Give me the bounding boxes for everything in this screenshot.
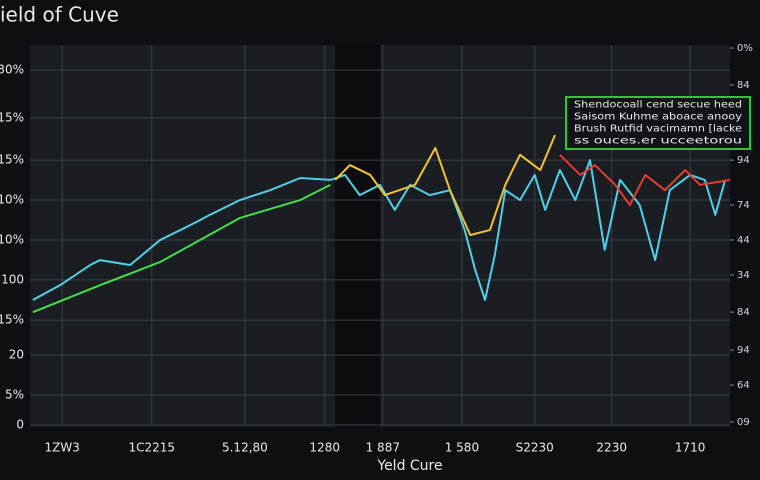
y2-tick-label: 74 [737, 200, 750, 211]
y-tick-label: 5% [5, 387, 24, 401]
series-line [334, 134, 556, 236]
y2-tick-label: 0% [737, 43, 753, 54]
annotation-line: ss ouces.er ucceetorou [574, 136, 742, 147]
chart-title: ield of Cuve [0, 3, 119, 27]
y2-tick-label: 84 [737, 80, 750, 91]
annotation-line: Shendocoall cend secue heed [574, 100, 742, 111]
x-tick-label: 1C2215 [129, 441, 176, 455]
y-tick-label: 15% [0, 110, 24, 124]
y-tick-label: 15% [0, 153, 24, 167]
y-tick-label: 0 [16, 418, 24, 432]
y-tick-label: 15% [0, 313, 24, 327]
x-tick-label: 2230 [596, 441, 627, 455]
annotation-line: Brush Rutfid vacimamn [lacke [574, 124, 742, 135]
x-axis-label: Yeld Cure [376, 458, 442, 474]
x-tick-label: 1 887 [366, 441, 400, 455]
y-tick-label: 20 [9, 348, 24, 362]
y2-tick-label: 44 [737, 235, 750, 246]
x-tick-label: 5.12,80 [222, 441, 268, 455]
y2-tick-label: 34 [737, 270, 750, 281]
y-tick-label: 30% [0, 63, 24, 77]
series-line [559, 154, 731, 206]
y2-tick-label: 84 [737, 307, 750, 318]
dark-band [335, 45, 380, 427]
legend-frame [565, 96, 751, 150]
y2-tick-label: 09 [737, 417, 750, 428]
annotation-line: Saisom Kuhme aboace anooy [574, 112, 742, 123]
y2-tick-label: 64 [737, 380, 750, 391]
y-tick-label: 10% [0, 232, 24, 246]
y-tick-label: 10% [0, 193, 24, 207]
y2-tick-label: 94 [737, 345, 750, 356]
x-tick-label: 1710 [675, 441, 706, 455]
x-tick-label: 1 580 [445, 441, 479, 455]
y2-tick-label: 94 [737, 155, 750, 166]
x-tick-label: 1280 [309, 441, 340, 455]
y-tick-label: 100 [1, 272, 24, 286]
x-tick-label: 1ZW3 [45, 441, 80, 455]
x-tick-label: S2230 [516, 441, 554, 455]
series-line [32, 183, 331, 314]
